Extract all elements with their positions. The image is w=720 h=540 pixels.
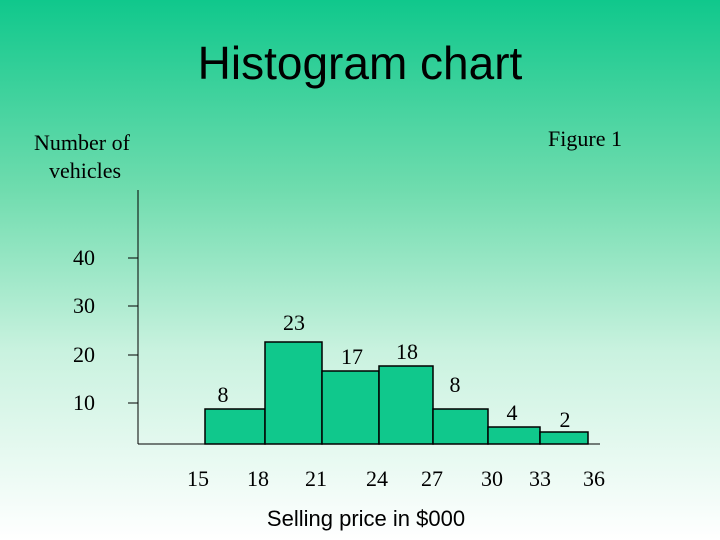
figure-label: Figure 1: [548, 126, 622, 151]
y-tick-label: 30: [73, 293, 95, 318]
histogram-bar: [379, 366, 433, 444]
x-tick-label: 18: [247, 466, 269, 491]
bar-value-label: 18: [396, 339, 418, 364]
y-tick-label: 10: [73, 390, 95, 415]
bar-value-label: 8: [218, 382, 229, 407]
bar-value-label: 4: [507, 400, 518, 425]
bar-value-label: 17: [341, 344, 363, 369]
y-axis-label-line2: vehicles: [49, 158, 121, 183]
histogram-bar: [488, 427, 540, 444]
x-tick-label: 24: [366, 466, 388, 491]
y-axis-label-line1: Number of: [34, 130, 131, 155]
histogram-bar: [433, 409, 488, 444]
bar-value-label: 23: [283, 310, 305, 335]
histogram-bar: [265, 342, 322, 444]
labels: 10 20 30 40 15 18 21 24 27 30 33 36 8 23 17 18 8 4 2: [73, 245, 605, 491]
x-tick-label: 33: [529, 466, 551, 491]
x-tick-label: 15: [187, 466, 209, 491]
x-tick-label: 30: [481, 466, 503, 491]
histogram-bar: [205, 409, 265, 444]
x-tick-label: 21: [305, 466, 327, 491]
bar-value-label: 2: [560, 407, 571, 432]
y-tick-label: 40: [73, 245, 95, 270]
x-tick-label: 36: [583, 466, 605, 491]
x-tick-label: 27: [421, 466, 443, 491]
y-tick-label: 20: [73, 342, 95, 367]
histogram-bar: [322, 371, 379, 444]
bar-value-label: 8: [450, 372, 461, 397]
histogram-bar: [540, 432, 588, 444]
x-axis-label: Selling price in $000: [267, 506, 465, 531]
